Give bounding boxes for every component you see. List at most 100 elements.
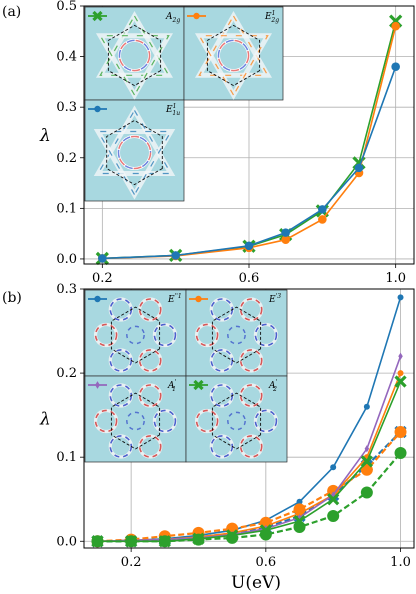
inset-symbol-main: A — [165, 12, 173, 22]
inset-symbol-sup: 1 — [272, 10, 276, 17]
inset-symbol-a2g: A2g — [165, 12, 180, 24]
data-point — [125, 535, 138, 548]
inset-hexagon-e3 — [211, 306, 262, 364]
data-point — [360, 455, 373, 468]
data-point — [360, 486, 373, 499]
data-point — [318, 205, 327, 214]
inset-pattern-e11u — [117, 135, 152, 170]
inset-pattern-e1 — [138, 298, 162, 321]
x-axis-label: U(eV) — [231, 573, 281, 593]
data-point — [281, 235, 290, 245]
inset-background-e12g — [183, 6, 284, 101]
inset-symbol-sub: 1u — [172, 110, 180, 117]
inset-symbol-e12g: E1 2g — [264, 10, 279, 24]
legend-marker-e3 — [195, 295, 202, 303]
inset-pattern-e12g — [198, 35, 269, 97]
inset-background-a1 — [84, 375, 187, 463]
panel-label-a: (a) — [2, 4, 21, 20]
legend-marker-a1 — [95, 381, 100, 389]
data-point — [394, 425, 407, 438]
inset-symbol-sup: ' — [175, 379, 177, 386]
legend-marker-e11u — [94, 105, 101, 113]
x-tick-label: 1.0 — [385, 271, 406, 286]
x-tick-label: 0.6 — [239, 271, 260, 286]
data-point — [158, 535, 171, 548]
inset-symbol-sup: 1 — [173, 103, 177, 110]
data-point — [327, 510, 340, 523]
inset-pattern-a1 — [138, 384, 162, 407]
inset-pattern-a1 — [126, 411, 145, 431]
inset-pattern-e12g — [217, 39, 250, 72]
inset-symbol-sup: ''1 — [175, 293, 182, 300]
inset-pattern-a2 — [195, 409, 219, 433]
inset-symbol-main: E — [264, 12, 272, 22]
inset-hexagon-a1 — [110, 392, 161, 450]
inset-symbol-sub: 2g — [270, 17, 279, 24]
inset-hexagon-e1 — [110, 306, 161, 364]
inset-hexagon-e11u — [106, 119, 163, 186]
y-tick-label: 0.1 — [56, 450, 77, 465]
inset-pattern-e1 — [138, 349, 162, 372]
y-tick-label: 0.3 — [56, 100, 77, 115]
inset-pattern-a2 — [239, 384, 263, 407]
inset-pattern-a1 — [153, 409, 177, 433]
data-point — [98, 254, 107, 263]
data-point — [192, 533, 205, 546]
y-tick-label: 0.4 — [56, 50, 77, 65]
data-point — [293, 503, 306, 516]
data-point — [398, 352, 403, 360]
data-point — [327, 493, 340, 506]
y-tick-label: 0.2 — [56, 151, 77, 166]
data-point — [397, 370, 404, 377]
data-point — [397, 294, 404, 301]
inset-symbol-main: A — [268, 381, 276, 391]
legend-marker-e12g — [193, 12, 200, 20]
data-point — [394, 375, 407, 388]
inset-pattern-e3 — [227, 325, 246, 345]
inset-background-e1 — [84, 289, 187, 377]
data-point — [171, 251, 180, 260]
data-point — [91, 535, 104, 548]
inset-pattern-a2g — [99, 14, 170, 76]
inset-symbol-sub: 1 — [172, 386, 176, 393]
data-point — [363, 403, 370, 410]
y-tick-label: 0.5 — [56, 0, 77, 14]
x-tick-label: 0.6 — [255, 555, 276, 570]
inset-symbol-sub: 2g — [172, 17, 181, 24]
y-axis-label: λ — [39, 410, 51, 430]
legend-marker-e1 — [94, 295, 101, 303]
inset-pattern-e1 — [126, 325, 145, 345]
data-point — [318, 215, 327, 224]
legend-marker-a2g — [92, 10, 103, 22]
inset-pattern-e3 — [195, 323, 219, 347]
inset-pattern-e3 — [239, 298, 263, 321]
inset-symbol-main: E — [268, 295, 276, 305]
inset-hexagon-e12g — [206, 24, 261, 87]
inset-symbol-sup: ' — [276, 379, 278, 386]
inset-hexagon-a2g — [107, 24, 162, 87]
data-point — [391, 62, 400, 72]
data-point — [330, 464, 337, 471]
inset-pattern-e3 — [254, 323, 278, 347]
inset-pattern-a2g — [118, 39, 151, 72]
inset-pattern-e11u — [97, 109, 172, 175]
x-tick-label: 1.0 — [390, 555, 411, 570]
inset-pattern-e3 — [239, 349, 263, 372]
panel-label-b: (b) — [2, 290, 22, 306]
inset-symbol-e3: E'3 — [268, 293, 281, 305]
y-tick-label: 0.3 — [56, 282, 77, 297]
inset-hexagon-a2 — [211, 392, 262, 450]
y-axis-label: λ — [39, 126, 51, 146]
chart-panel-b: 0.2 0.6 1.00.00.10.20.3λE''1 E'3A' 1 A' 2 — [39, 282, 415, 570]
inset-pattern-e12g — [217, 39, 250, 72]
inset-pattern-e12g — [198, 14, 269, 76]
series-line-4 — [97, 356, 402, 543]
x-tick-label: 0.2 — [121, 555, 142, 570]
inset-pattern-a2 — [239, 435, 263, 458]
y-tick-label: 0.0 — [56, 534, 77, 549]
inset-symbol-e1: E''1 — [167, 293, 182, 305]
series-line-6 — [97, 452, 402, 543]
data-point — [293, 520, 306, 533]
inset-symbol-main: E — [167, 295, 175, 305]
